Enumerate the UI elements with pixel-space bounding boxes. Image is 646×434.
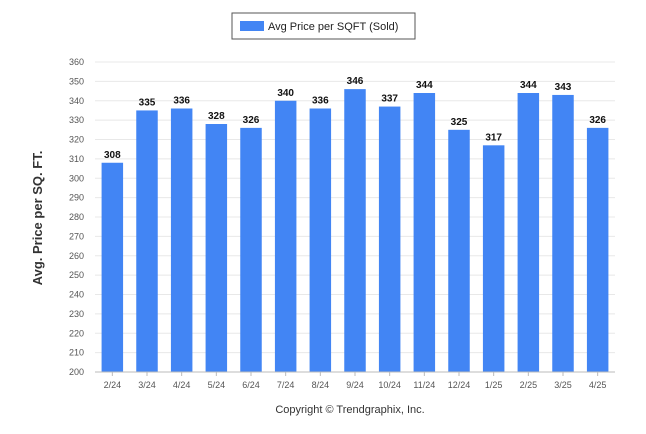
y-tick-label: 260 [69,251,84,261]
y-tick-label: 290 [69,193,84,203]
y-tick-label: 240 [69,290,84,300]
data-label: 343 [555,82,572,93]
y-tick-label: 350 [69,76,84,86]
y-tick-label: 200 [69,367,84,377]
y-axis-label: Avg. Price per SQ. FT. [30,151,45,286]
bar [101,162,124,372]
axes [95,371,615,376]
x-tick-label: 6/24 [242,380,260,390]
y-tick-label: 330 [69,115,84,125]
x-tick-labels: 2/24 3/24 4/24 5/24 6/24 7/24 8/24 9/24 10/24 11/… [104,380,607,390]
x-tick-label: 5/24 [208,380,226,390]
data-label: 344 [520,80,537,91]
data-labels: 308 335 336 328 326 340 336 346 337 344 325 317 344 3… [104,76,606,161]
data-label: 326 [243,115,260,126]
x-tick-label: 2/25 [520,380,538,390]
data-label: 326 [589,115,606,126]
bar [552,94,574,372]
y-tick-label: 310 [69,154,84,164]
bar [274,100,297,372]
data-label: 335 [139,97,156,108]
data-label: 328 [208,111,225,122]
data-label: 336 [173,96,190,107]
data-label: 344 [416,80,433,91]
bar [586,127,609,372]
bars [101,89,609,372]
y-tick-label: 320 [69,135,84,145]
y-tick-label: 280 [69,212,84,222]
data-label: 325 [451,117,468,128]
y-tick-label: 270 [69,231,84,241]
x-tick-label: 4/24 [173,380,191,390]
y-tick-label: 360 [69,57,84,67]
x-tick-label: 11/24 [413,380,435,390]
y-tick-label: 220 [69,328,84,338]
legend-swatch [240,21,264,31]
legend: Avg Price per SQFT (Sold) [231,12,416,40]
legend-label: Avg Price per SQFT (Sold) [268,21,398,33]
y-tick-labels: 200 210 220 230 240 250 260 270 280 290 300 310 320 3… [69,57,84,377]
x-tick-label: 10/24 [378,380,401,390]
bar [170,108,193,372]
y-tick-label: 250 [69,270,84,280]
data-label: 317 [485,132,502,143]
bar [517,93,540,372]
x-tick-label: 8/24 [312,380,330,390]
bar [136,110,158,372]
x-tick-label: 12/24 [448,380,471,390]
bar [240,127,262,372]
data-label: 308 [104,150,121,161]
y-tick-label: 300 [69,173,84,183]
x-tick-label: 9/24 [346,380,364,390]
bar [448,129,470,372]
bar [413,93,436,372]
y-tick-label: 340 [69,96,84,106]
data-label: 340 [277,88,294,99]
data-label: 346 [347,76,364,87]
x-tick-label: 2/24 [104,380,122,390]
x-tick-label: 1/25 [485,380,503,390]
bar [378,106,401,372]
copyright-text: Copyright © Trendgraphix, Inc. [275,404,424,416]
x-tick-label: 3/24 [138,380,156,390]
y-tick-label: 210 [69,348,84,358]
x-tick-label: 3/25 [554,380,572,390]
bar [309,108,332,372]
data-label: 337 [381,94,398,105]
y-tick-label: 230 [69,309,84,319]
x-tick-label: 4/25 [589,380,607,390]
bar [482,145,505,372]
bar [344,89,366,372]
x-tick-label: 7/24 [277,380,295,390]
bar [205,124,228,372]
data-label: 336 [312,96,329,107]
